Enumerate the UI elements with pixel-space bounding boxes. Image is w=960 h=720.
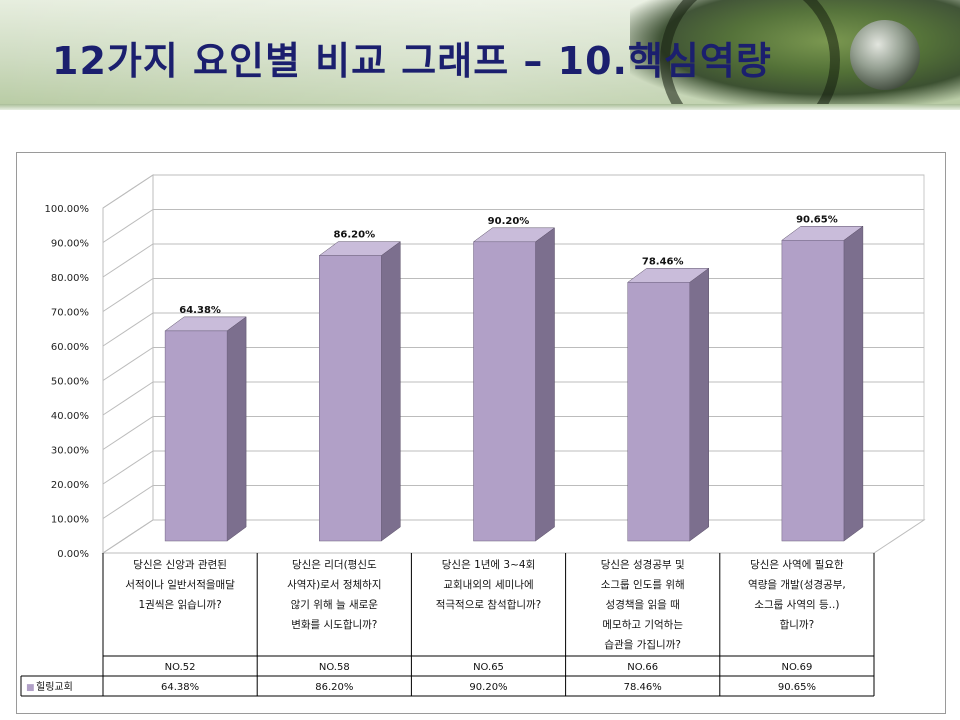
bar bbox=[318, 241, 402, 542]
category-label: 사역자)로서 정체하지 bbox=[287, 578, 381, 591]
category-label: 당신은 리더(평신도 bbox=[292, 559, 377, 571]
header-banner: 12가지 요인별 비교 그래프 – 10.핵심역량 bbox=[0, 0, 960, 104]
bar-chart: 0.00% 10.00% 20.00% 30.00% 40.00% 50.00% 60.00… bbox=[20, 174, 926, 697]
y-tick-label: 70.00% bbox=[51, 308, 89, 319]
data-label: 64.38% bbox=[179, 305, 221, 316]
category-label: 서적이나 일반서적을매달 bbox=[125, 578, 235, 591]
legend-series-name: 힐링교회 bbox=[36, 680, 73, 693]
data-label: 90.65% bbox=[796, 214, 838, 225]
header-divider bbox=[0, 104, 960, 110]
table-value: 78.46% bbox=[624, 682, 662, 693]
category-label: 당신은 신앙과 관련된 bbox=[133, 559, 227, 571]
data-label: 78.46% bbox=[642, 256, 684, 267]
bar-side bbox=[226, 316, 247, 542]
category-label: 교회내외의 세미나에 bbox=[443, 579, 533, 591]
bar bbox=[626, 267, 710, 542]
category-label: 메모하고 기억하는 bbox=[602, 618, 683, 631]
bar-front bbox=[319, 255, 382, 542]
y-tick-label: 60.00% bbox=[51, 342, 89, 353]
y-tick-label: 80.00% bbox=[51, 273, 89, 284]
y-axis-ticks: 0.00% 10.00% 20.00% 30.00% 40.00% 50.00% 60.00… bbox=[45, 204, 90, 560]
category-label: 적극적으로 참석합니까? bbox=[436, 599, 542, 611]
bar-side bbox=[381, 241, 401, 542]
chart-frame: 0.00% 10.00% 20.00% 30.00% 40.00% 50.00% 60.00… bbox=[16, 152, 946, 714]
bar-front bbox=[781, 240, 845, 542]
bar-front bbox=[627, 282, 690, 542]
bar-side bbox=[535, 227, 555, 542]
stethoscope-tube bbox=[660, 0, 840, 104]
bar bbox=[781, 225, 864, 542]
category-code: NO.52 bbox=[165, 662, 196, 673]
gridline bbox=[102, 174, 924, 209]
category-label: 당신은 사역에 필요한 bbox=[750, 559, 844, 571]
chart-bars bbox=[164, 225, 864, 542]
gridline bbox=[102, 209, 924, 243]
category-label: 역량을 개발(성경공부, bbox=[748, 578, 846, 591]
bar bbox=[164, 316, 247, 542]
data-labels: 64.38% 86.20% 90.20% 78.46% 90.65% bbox=[179, 214, 837, 316]
y-tick-label: 50.00% bbox=[51, 377, 89, 388]
category-code: NO.66 bbox=[627, 662, 658, 673]
category-code: NO.58 bbox=[319, 662, 350, 673]
category-label: 1권씩은 읽습니까? bbox=[138, 598, 221, 611]
y-tick-label: 40.00% bbox=[51, 411, 89, 422]
data-label: 86.20% bbox=[333, 230, 375, 241]
table-value: 90.65% bbox=[778, 682, 816, 693]
category-label: 성경책을 읽을 때 bbox=[606, 598, 680, 611]
bar-side bbox=[843, 225, 864, 542]
y-tick-label: 90.00% bbox=[51, 239, 89, 250]
category-code: NO.69 bbox=[781, 662, 812, 673]
category-label: 변화를 시도합니까? bbox=[291, 619, 377, 631]
bar-front bbox=[473, 241, 536, 542]
stethoscope-chestpiece bbox=[850, 20, 920, 90]
category-label: 소그룹 사역의 등..) bbox=[754, 599, 839, 611]
category-label: 습관을 가집니까? bbox=[604, 639, 681, 651]
data-label: 90.20% bbox=[488, 216, 530, 227]
gridline bbox=[102, 243, 924, 278]
category-code: NO.65 bbox=[473, 662, 504, 673]
y-tick-label: 30.00% bbox=[51, 446, 89, 457]
category-label: 않기 위해 늘 새로운 bbox=[291, 598, 379, 611]
category-label: 소그룹 인도를 위해 bbox=[601, 578, 685, 591]
y-tick-label: 20.00% bbox=[51, 480, 89, 491]
bar-front bbox=[164, 330, 228, 542]
y-tick-label: 10.00% bbox=[51, 515, 89, 526]
page-title: 12가지 요인별 비교 그래프 – 10.핵심역량 bbox=[52, 39, 772, 83]
table-value: 90.20% bbox=[469, 682, 507, 693]
category-label: 당신은 1년에 3~4회 bbox=[442, 559, 535, 571]
table-value: 64.38% bbox=[161, 682, 199, 693]
bar bbox=[472, 227, 556, 542]
y-tick-label: 100.00% bbox=[45, 204, 90, 215]
category-label: 합니까? bbox=[780, 619, 815, 631]
legend-marker: ■ bbox=[26, 683, 35, 693]
y-tick-label: 0.00% bbox=[57, 549, 89, 560]
category-label: 당신은 성경공부 및 bbox=[601, 558, 685, 571]
table-value: 86.20% bbox=[315, 682, 353, 693]
bar-side bbox=[689, 267, 709, 542]
